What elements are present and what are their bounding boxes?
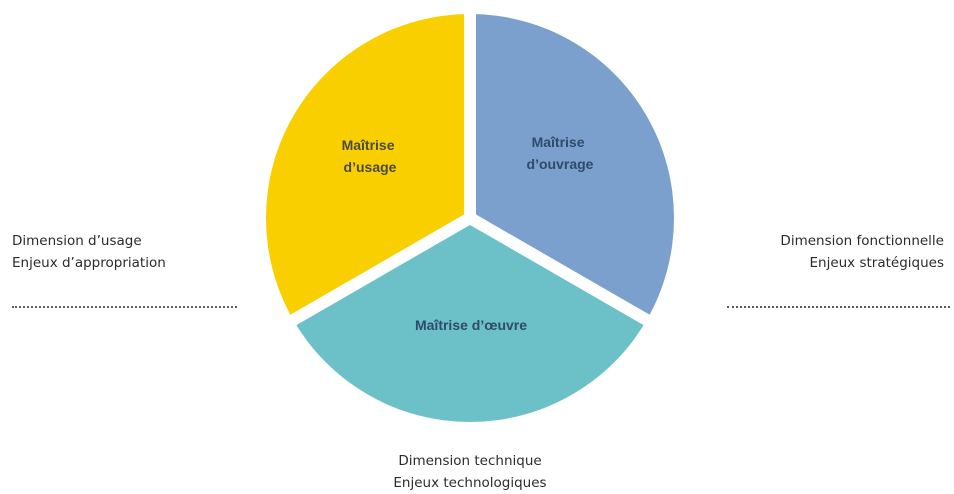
segment-label-usage: Maîtrise d’usage [342, 137, 399, 175]
left-dotted-divider [12, 306, 237, 308]
caption-dimension-fonctionnelle-line2: Enjeux stratégiques [809, 255, 944, 271]
segment-label-oeuvre: Maîtrise d’œuvre [415, 317, 527, 333]
segment-label-ouvrage: Maîtrise d’ouvrage [527, 134, 594, 172]
segment-label-ouvrage-line2: d’ouvrage [527, 156, 594, 172]
caption-dimension-technique-line2: Enjeux technologiques [393, 475, 547, 491]
right-dotted-divider [727, 306, 950, 308]
segment-label-usage-line2: d’usage [344, 159, 397, 175]
caption-dimension-fonctionnelle: Dimension fonctionnelle Enjeux stratégiq… [780, 230, 944, 274]
caption-dimension-technique-line1: Dimension technique [398, 453, 542, 469]
caption-dimension-usage-line2: Enjeux d’appropriation [12, 255, 166, 271]
caption-dimension-technique: Dimension technique Enjeux technologique… [339, 450, 601, 494]
segment-label-usage-line1: Maîtrise [342, 137, 395, 153]
caption-dimension-usage: Dimension d’usage Enjeux d’appropriation [12, 230, 166, 274]
segment-separators [285, 8, 655, 329]
caption-dimension-usage-line1: Dimension d’usage [12, 233, 142, 249]
caption-dimension-fonctionnelle-line1: Dimension fonctionnelle [780, 233, 944, 249]
segment-label-ouvrage-line1: Maîtrise [532, 134, 585, 150]
